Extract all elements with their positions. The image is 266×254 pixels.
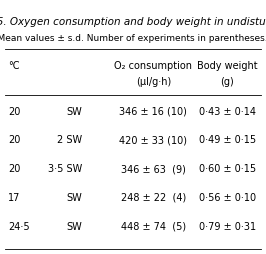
Text: 24·5: 24·5 (8, 221, 30, 231)
Text: 448 ± 74  (5): 448 ± 74 (5) (121, 221, 186, 231)
Text: 0·43 ± 0·14: 0·43 ± 0·14 (199, 106, 256, 116)
Text: (μl/g·h): (μl/g·h) (136, 77, 171, 87)
Text: 248 ± 22  (4): 248 ± 22 (4) (121, 192, 186, 202)
Text: 20: 20 (8, 135, 20, 145)
Text: °C: °C (8, 61, 19, 71)
Text: 346 ± 63  (9): 346 ± 63 (9) (121, 164, 186, 173)
Text: SW: SW (66, 106, 82, 116)
Text: SW: SW (66, 192, 82, 202)
Text: 0·60 ± 0·15: 0·60 ± 0·15 (199, 164, 256, 173)
Text: 17: 17 (8, 192, 20, 202)
Text: 2 SW: 2 SW (57, 135, 82, 145)
Text: 20: 20 (8, 106, 20, 116)
Text: Table 5. Oxygen consumption and body weight in undisturbed fi: Table 5. Oxygen consumption and body wei… (0, 17, 266, 27)
Text: O₂ consumption: O₂ consumption (114, 61, 192, 71)
Text: SW: SW (66, 221, 82, 231)
Text: (g): (g) (221, 77, 234, 87)
Text: 0·79 ± 0·31: 0·79 ± 0·31 (199, 221, 256, 231)
Text: Body weight: Body weight (197, 61, 258, 71)
Text: 0·56 ± 0·10: 0·56 ± 0·10 (199, 192, 256, 202)
Text: (Mean values ± s.d. Number of experiments in parentheses.): (Mean values ± s.d. Number of experiment… (0, 34, 266, 43)
Text: 3·5 SW: 3·5 SW (48, 164, 82, 173)
Text: 20: 20 (8, 164, 20, 173)
Text: 346 ± 16 (10): 346 ± 16 (10) (119, 106, 187, 116)
Text: 420 ± 33 (10): 420 ± 33 (10) (119, 135, 188, 145)
Text: 0·49 ± 0·15: 0·49 ± 0·15 (199, 135, 256, 145)
